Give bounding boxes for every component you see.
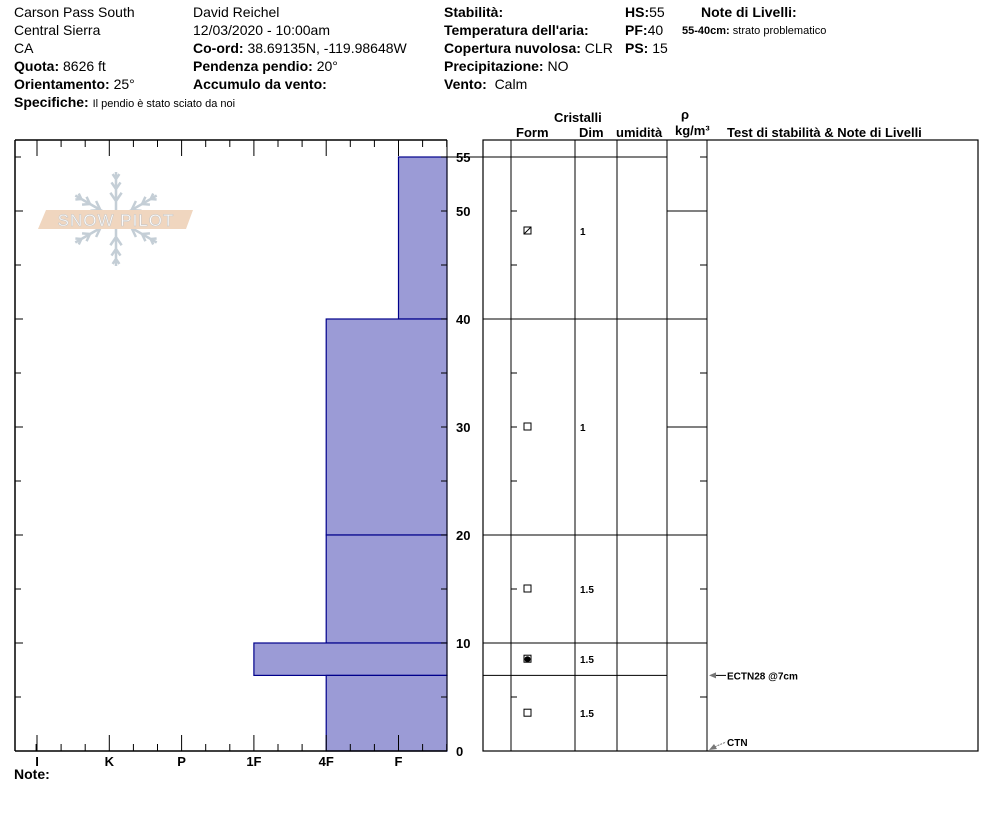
sky-cover: Copertura nuvolosa: CLR [444, 40, 613, 56]
density-header: kg/m³ [675, 123, 710, 138]
moisture-header: umidità [616, 125, 663, 140]
grain-size: 1.5 [580, 655, 594, 666]
stability-test-label: ECTN28 @7cm [727, 671, 798, 682]
elevation: Quota: 8626 ft [14, 58, 106, 74]
tests-header: Test di stabilità & Note di Livelli [727, 125, 922, 140]
depth-label: 50 [456, 204, 470, 219]
grain-form-icon-faceted [523, 708, 532, 717]
range: Central Sierra [14, 22, 101, 38]
slope: Pendenza pendio: 20° [193, 58, 338, 74]
state: CA [14, 40, 34, 56]
aspect: Orientamento: 25° [14, 76, 135, 92]
layer-table-border [482, 139, 979, 752]
wind: Vento: Calm [444, 76, 528, 92]
observer: David Reichel [193, 4, 280, 20]
svg-text:SNOW PILOT: SNOW PILOT [58, 211, 175, 230]
depth-label: 40 [456, 312, 470, 327]
depth-label: 30 [456, 420, 470, 435]
hardness-bar-2 [325, 534, 448, 644]
depth-label: 20 [456, 528, 470, 543]
test-arrow-line [711, 741, 727, 749]
grain-size: 1 [580, 423, 586, 434]
note-label: Note: [14, 766, 50, 782]
hardness-label: 1F [246, 754, 261, 769]
grain-size: 1 [580, 227, 586, 238]
precipitation: Precipitazione: NO [444, 58, 569, 74]
grain-form-diagonal [523, 226, 532, 235]
wind-loading: Accumulo da vento: [193, 76, 327, 92]
pf: PF:40 [625, 22, 664, 38]
stability: Stabilità: [444, 4, 504, 20]
hardness-bar-4 [325, 674, 448, 752]
layer-note: 55-40cm: strato problematico [682, 25, 827, 37]
grain-form-icon-faceted [523, 422, 532, 431]
air-temperature: Temperatura dell'aria: [444, 22, 589, 38]
hardness-label: I [35, 754, 39, 769]
crystals-header: Cristalli [554, 110, 602, 125]
snowpilot-logo: SNOW PILOT [38, 172, 193, 266]
depth-label: 10 [456, 636, 470, 651]
datetime: 12/03/2020 - 10:00am [193, 22, 330, 38]
grain-size: 1.5 [580, 585, 594, 596]
hardness-label: 4F [319, 754, 334, 769]
test-arrow-head-icon [709, 744, 717, 750]
size-header: Dim [579, 125, 604, 140]
hardness-label: P [177, 754, 186, 769]
layer-notes-title: Note di Livelli: [701, 4, 797, 20]
grain-form-icon-faceted-rounded [523, 226, 532, 235]
melt-freeze-dot-icon [524, 656, 531, 663]
stability-test-label: CTN [727, 738, 748, 749]
hardness-label: F [395, 754, 403, 769]
hardness-label: K [105, 754, 115, 769]
depth-label: 0 [456, 744, 463, 759]
test-arrow-head-icon [709, 672, 716, 679]
grain-form-icon-faceted [523, 584, 532, 593]
rho-header: ρ [681, 107, 690, 122]
specifics: Specifiche: Il pendio è stato sciato da … [14, 94, 236, 110]
coordinates: Co-ord: 38.69135N, -119.98648W [193, 40, 407, 56]
hardness-bar-1 [325, 318, 448, 536]
hardness-bar-3 [253, 642, 448, 677]
grain-size: 1.5 [580, 709, 594, 720]
hs: HS:55 [625, 4, 665, 20]
form-header: Form [516, 125, 549, 140]
hardness-bar-0 [397, 156, 448, 320]
ps: PS: 15 [625, 40, 668, 56]
location: Carson Pass South [14, 4, 135, 20]
